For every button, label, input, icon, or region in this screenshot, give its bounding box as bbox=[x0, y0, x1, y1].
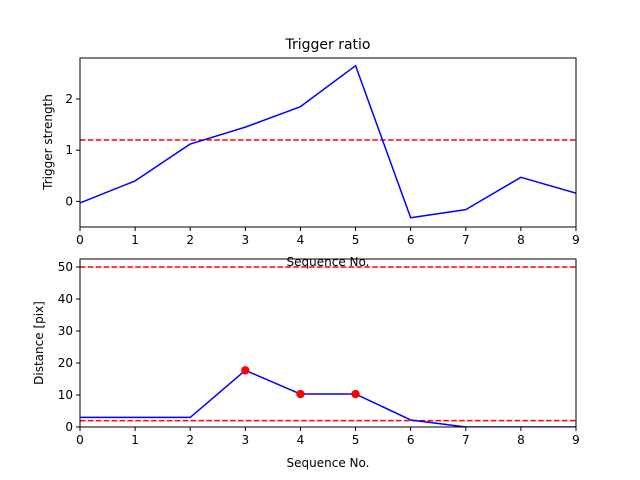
data-point-marker bbox=[296, 389, 305, 399]
x-tick-label: 4 bbox=[297, 233, 305, 247]
x-tick-label: 3 bbox=[242, 233, 250, 247]
y-tick-label: 1 bbox=[65, 143, 73, 157]
x-tick-label: 1 bbox=[131, 433, 139, 447]
chart-title: Trigger ratio bbox=[284, 37, 370, 53]
axes-frame bbox=[79, 57, 577, 228]
series-line bbox=[80, 369, 576, 427]
y-axis-label: Trigger strength bbox=[41, 94, 55, 191]
x-tick-label: 5 bbox=[352, 433, 360, 447]
x-tick-label: 8 bbox=[517, 233, 525, 247]
y-tick-label: 20 bbox=[58, 356, 73, 370]
x-tick-label: 4 bbox=[297, 433, 305, 447]
y-tick-label: 50 bbox=[58, 260, 73, 274]
y-tick-label: 0 bbox=[65, 194, 73, 208]
x-tick-label: 7 bbox=[462, 433, 470, 447]
distance-chart: Distance [pix] Sequence No. 0 1 2 3 4 5 6 7 8 9 0 1… bbox=[32, 258, 580, 470]
y-axis-label: Distance [pix] bbox=[32, 301, 46, 385]
x-tick-label: 6 bbox=[407, 233, 415, 247]
trigger-ratio-chart: Trigger ratio Trigger strength Sequence … bbox=[41, 37, 580, 269]
x-tick-label: 3 bbox=[242, 433, 250, 447]
data-point-marker bbox=[241, 366, 250, 375]
x-tick-label: 1 bbox=[131, 233, 139, 247]
axes-frame bbox=[79, 258, 577, 428]
data-point-marker bbox=[351, 389, 360, 399]
y-tick-label: 2 bbox=[65, 92, 73, 106]
y-tick-label: 10 bbox=[58, 388, 73, 402]
y-tick-label: 30 bbox=[58, 324, 73, 338]
plot-area bbox=[80, 64, 576, 219]
x-tick-label: 2 bbox=[186, 233, 194, 247]
x-tick-label: 0 bbox=[76, 433, 84, 447]
x-tick-label: 2 bbox=[186, 433, 194, 447]
x-tick-label: 6 bbox=[407, 433, 415, 447]
series-line bbox=[80, 64, 576, 219]
plot-area bbox=[80, 266, 576, 427]
x-tick-label: 9 bbox=[572, 433, 580, 447]
x-tick-label: 9 bbox=[572, 233, 580, 247]
x-tick-label: 0 bbox=[76, 233, 84, 247]
x-axis-label: Sequence No. bbox=[287, 456, 370, 470]
y-tick-label: 0 bbox=[65, 420, 73, 434]
y-tick-label: 40 bbox=[58, 292, 73, 306]
x-tick-label: 5 bbox=[352, 233, 360, 247]
x-tick-label: 8 bbox=[517, 433, 525, 447]
x-tick-label: 7 bbox=[462, 233, 470, 247]
